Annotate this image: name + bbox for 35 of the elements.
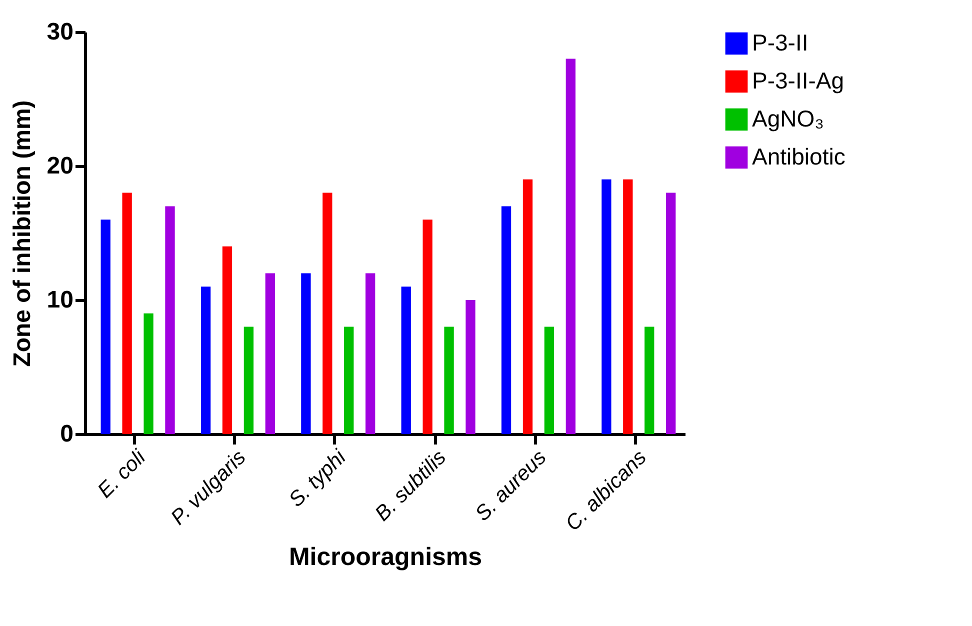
bar	[602, 179, 612, 434]
bar	[200, 286, 211, 434]
bar	[322, 192, 332, 434]
bar	[544, 326, 554, 434]
bar	[122, 192, 132, 434]
bar	[666, 192, 676, 434]
legend-label: P-3-II-Ag	[752, 68, 844, 94]
bar	[401, 286, 411, 434]
legend-label: P-3-II	[752, 30, 808, 56]
bar	[144, 313, 154, 434]
bar	[566, 58, 576, 434]
bar	[244, 326, 254, 434]
bar	[466, 300, 476, 434]
bar	[644, 326, 654, 434]
bar	[301, 273, 311, 434]
bar	[222, 246, 232, 434]
y-tick-label: 30	[46, 18, 74, 46]
legend-label: AgNO₃	[752, 106, 824, 132]
bar	[366, 273, 376, 434]
x-tick-label: E. coli	[93, 444, 152, 502]
y-tick-label: 0	[60, 420, 74, 448]
y-tick-label: 10	[46, 286, 74, 314]
legend-label: Antibiotic	[752, 144, 846, 170]
bar	[444, 326, 454, 434]
x-axis-title: Microoragnisms	[288, 542, 482, 571]
bar	[623, 179, 633, 434]
bar	[422, 220, 432, 434]
bar	[100, 220, 110, 434]
bar	[165, 206, 175, 434]
bar	[522, 179, 533, 434]
bar	[265, 273, 275, 434]
y-tick-label: 20	[46, 152, 74, 180]
y-axis-title: Zone of inhibition (mm)	[8, 100, 36, 367]
bar	[344, 326, 354, 434]
bar	[501, 206, 512, 434]
